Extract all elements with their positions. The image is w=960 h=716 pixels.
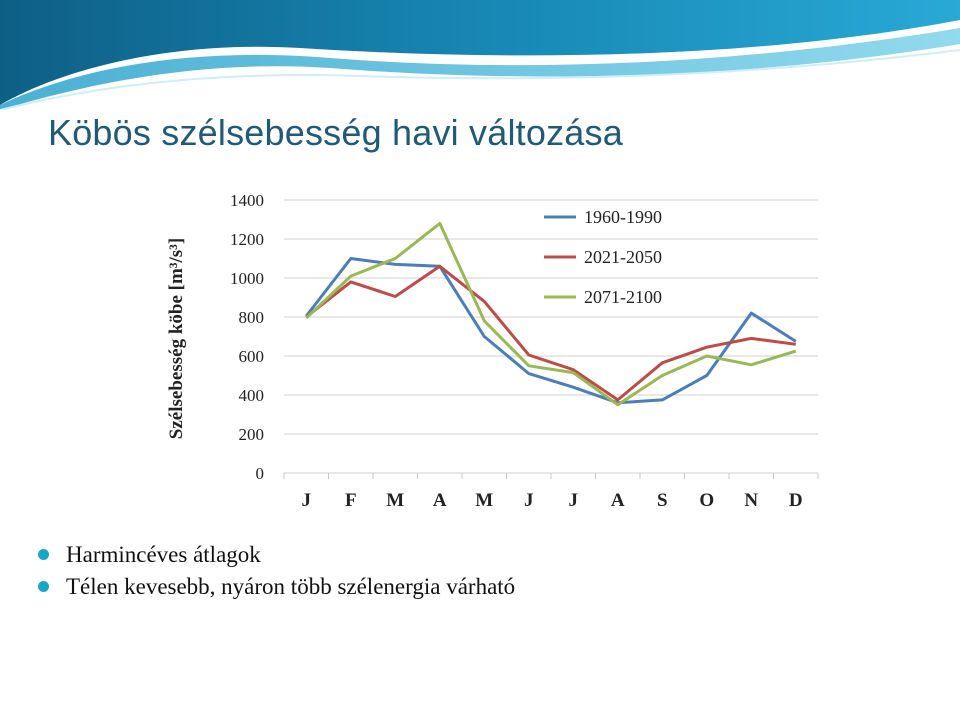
x-tick-label: D (789, 490, 803, 511)
bullet-text: Télen kevesebb, nyáron több szélenergia … (66, 574, 516, 599)
bullet-item: Télen kevesebb, nyáron több szélenergia … (38, 572, 515, 604)
y-tick-label: 1000 (230, 269, 264, 288)
line-chart: 0 200 400 600 800 1000 1200 1400 J F M A M J J A S O N D Szé… (144, 180, 834, 520)
series-line (305, 221, 797, 407)
y-tick-label: 1200 (230, 230, 264, 249)
x-tick-label: M (386, 490, 404, 511)
y-axis-label: Szélsebesség köbe [m³/s³] (166, 238, 187, 439)
y-tick-label: 800 (239, 308, 265, 327)
legend-label: 2071-2100 (584, 287, 662, 307)
bullet-icon (38, 581, 49, 592)
x-tick-label: A (611, 490, 625, 511)
legend-label: 1960-1990 (584, 207, 662, 227)
slide-title: Köbös szélsebesség havi változása (48, 112, 623, 153)
y-tick-label: 400 (239, 386, 265, 405)
chart-svg: 0 200 400 600 800 1000 1200 1400 J F M A M J J A S O N D Szé… (144, 180, 834, 520)
x-tick-label: N (744, 490, 758, 511)
y-tick-label: 0 (256, 464, 265, 483)
x-tick-label: S (657, 490, 668, 511)
x-tick-label: F (345, 490, 357, 511)
y-tick-label: 200 (239, 425, 265, 444)
x-tick-label: J (569, 490, 579, 511)
x-tick-label: A (433, 490, 447, 511)
bullet-list: Harmincéves átlagok Télen kevesebb, nyár… (38, 540, 515, 604)
x-tick-label: J (524, 490, 534, 511)
series-line (305, 257, 797, 405)
y-tick-label: 1400 (230, 191, 264, 210)
y-tick-label: 600 (239, 347, 265, 366)
header-banner (0, 0, 960, 110)
chart-background (144, 180, 834, 520)
x-tick-label: J (302, 490, 312, 511)
x-tick-label: M (475, 490, 493, 511)
bullet-icon (38, 549, 49, 560)
series-line (305, 264, 796, 402)
bullet-item: Harmincéves átlagok (38, 540, 515, 572)
bullet-text: Harmincéves átlagok (66, 542, 261, 567)
x-tick-label: O (699, 490, 714, 511)
legend-label: 2021-2050 (584, 247, 662, 267)
